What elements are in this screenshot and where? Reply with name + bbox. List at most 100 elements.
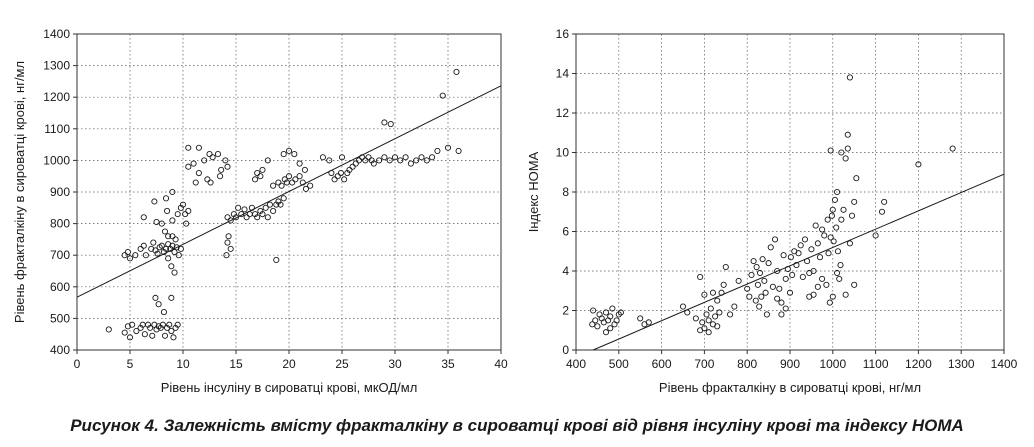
data-point bbox=[824, 216, 831, 223]
y-tick-label: 900 bbox=[50, 185, 70, 199]
data-point bbox=[169, 242, 176, 249]
data-point bbox=[699, 319, 706, 326]
data-point bbox=[828, 212, 835, 219]
data-point bbox=[714, 297, 721, 304]
data-point bbox=[607, 313, 614, 320]
data-point bbox=[280, 151, 287, 158]
data-point bbox=[423, 157, 430, 164]
data-point bbox=[154, 250, 161, 257]
x-tick-label: 1200 bbox=[905, 357, 932, 371]
data-point bbox=[746, 293, 753, 300]
x-tick-label: 15 bbox=[229, 357, 243, 371]
data-point bbox=[264, 157, 271, 164]
data-point bbox=[617, 309, 624, 316]
y-tick-label: 400 bbox=[50, 343, 70, 357]
data-point bbox=[207, 179, 214, 186]
x-tick-label: 5 bbox=[127, 357, 134, 371]
data-point bbox=[225, 233, 232, 240]
data-point bbox=[762, 289, 769, 296]
data-point bbox=[285, 173, 293, 180]
data-point bbox=[703, 311, 710, 318]
data-point bbox=[252, 176, 259, 183]
data-point bbox=[171, 269, 178, 276]
data-point bbox=[349, 163, 356, 170]
data-point bbox=[277, 201, 284, 208]
data-point bbox=[296, 173, 303, 180]
data-point bbox=[183, 220, 190, 227]
y-tick-label: 500 bbox=[50, 311, 70, 325]
data-point bbox=[195, 169, 202, 177]
data-point bbox=[387, 121, 394, 128]
data-point bbox=[190, 160, 197, 167]
y-tick-label: 14 bbox=[556, 67, 570, 81]
data-point bbox=[150, 239, 157, 246]
data-point bbox=[223, 252, 230, 259]
y-tick-label: 700 bbox=[50, 248, 70, 262]
data-point bbox=[257, 173, 264, 180]
y-axis-label: Індекс НОМА bbox=[526, 151, 541, 232]
data-point bbox=[209, 154, 216, 161]
data-point bbox=[774, 295, 781, 302]
data-point bbox=[165, 255, 172, 262]
data-point bbox=[168, 327, 175, 335]
data-point bbox=[259, 211, 266, 218]
data-point bbox=[758, 293, 765, 300]
data-point bbox=[799, 273, 806, 280]
data-point bbox=[756, 269, 764, 277]
data-point bbox=[829, 206, 836, 213]
data-point bbox=[224, 163, 231, 170]
data-point bbox=[160, 309, 167, 316]
data-point bbox=[224, 239, 231, 246]
data-point bbox=[362, 157, 369, 164]
data-point bbox=[182, 211, 189, 218]
data-point bbox=[590, 307, 597, 314]
data-point bbox=[264, 214, 271, 221]
data-point bbox=[613, 317, 620, 324]
data-point bbox=[227, 245, 234, 252]
data-point bbox=[126, 334, 134, 341]
data-point bbox=[589, 321, 596, 328]
x-tick-label: 800 bbox=[737, 357, 757, 371]
data-point bbox=[402, 154, 409, 161]
data-point bbox=[851, 281, 858, 288]
data-point bbox=[872, 232, 879, 239]
y-tick-label: 600 bbox=[50, 280, 70, 294]
data-point bbox=[140, 214, 147, 221]
regression-line bbox=[76, 85, 502, 298]
data-point bbox=[592, 317, 599, 324]
y-tick-label: 1000 bbox=[43, 153, 70, 167]
data-point bbox=[837, 262, 844, 269]
data-point bbox=[292, 176, 299, 183]
data-point bbox=[720, 281, 727, 288]
data-point bbox=[137, 245, 144, 252]
data-point bbox=[756, 303, 763, 310]
data-point bbox=[291, 151, 298, 158]
data-point bbox=[844, 131, 851, 138]
data-point bbox=[851, 198, 858, 205]
x-tick-label: 30 bbox=[388, 357, 402, 371]
data-point bbox=[159, 321, 166, 328]
data-point bbox=[825, 250, 832, 257]
x-tick-label: 35 bbox=[441, 357, 455, 371]
x-tick-label: 40 bbox=[494, 357, 508, 371]
data-point bbox=[439, 92, 446, 99]
data-point bbox=[168, 294, 175, 301]
y-tick-label: 2 bbox=[562, 304, 569, 318]
x-tick-label: 600 bbox=[652, 357, 672, 371]
data-point bbox=[795, 250, 802, 257]
data-point bbox=[844, 145, 851, 152]
y-tick-label: 0 bbox=[562, 343, 569, 357]
data-point bbox=[915, 161, 922, 168]
data-point bbox=[705, 329, 712, 336]
data-point bbox=[769, 283, 776, 290]
data-point bbox=[326, 157, 333, 164]
data-point bbox=[273, 256, 280, 263]
data-point bbox=[334, 173, 341, 180]
data-point bbox=[748, 271, 755, 279]
data-point bbox=[142, 252, 149, 259]
data-point bbox=[201, 157, 208, 164]
data-point bbox=[782, 305, 789, 312]
data-point bbox=[173, 244, 180, 251]
data-point bbox=[840, 206, 847, 213]
data-point bbox=[727, 311, 734, 318]
